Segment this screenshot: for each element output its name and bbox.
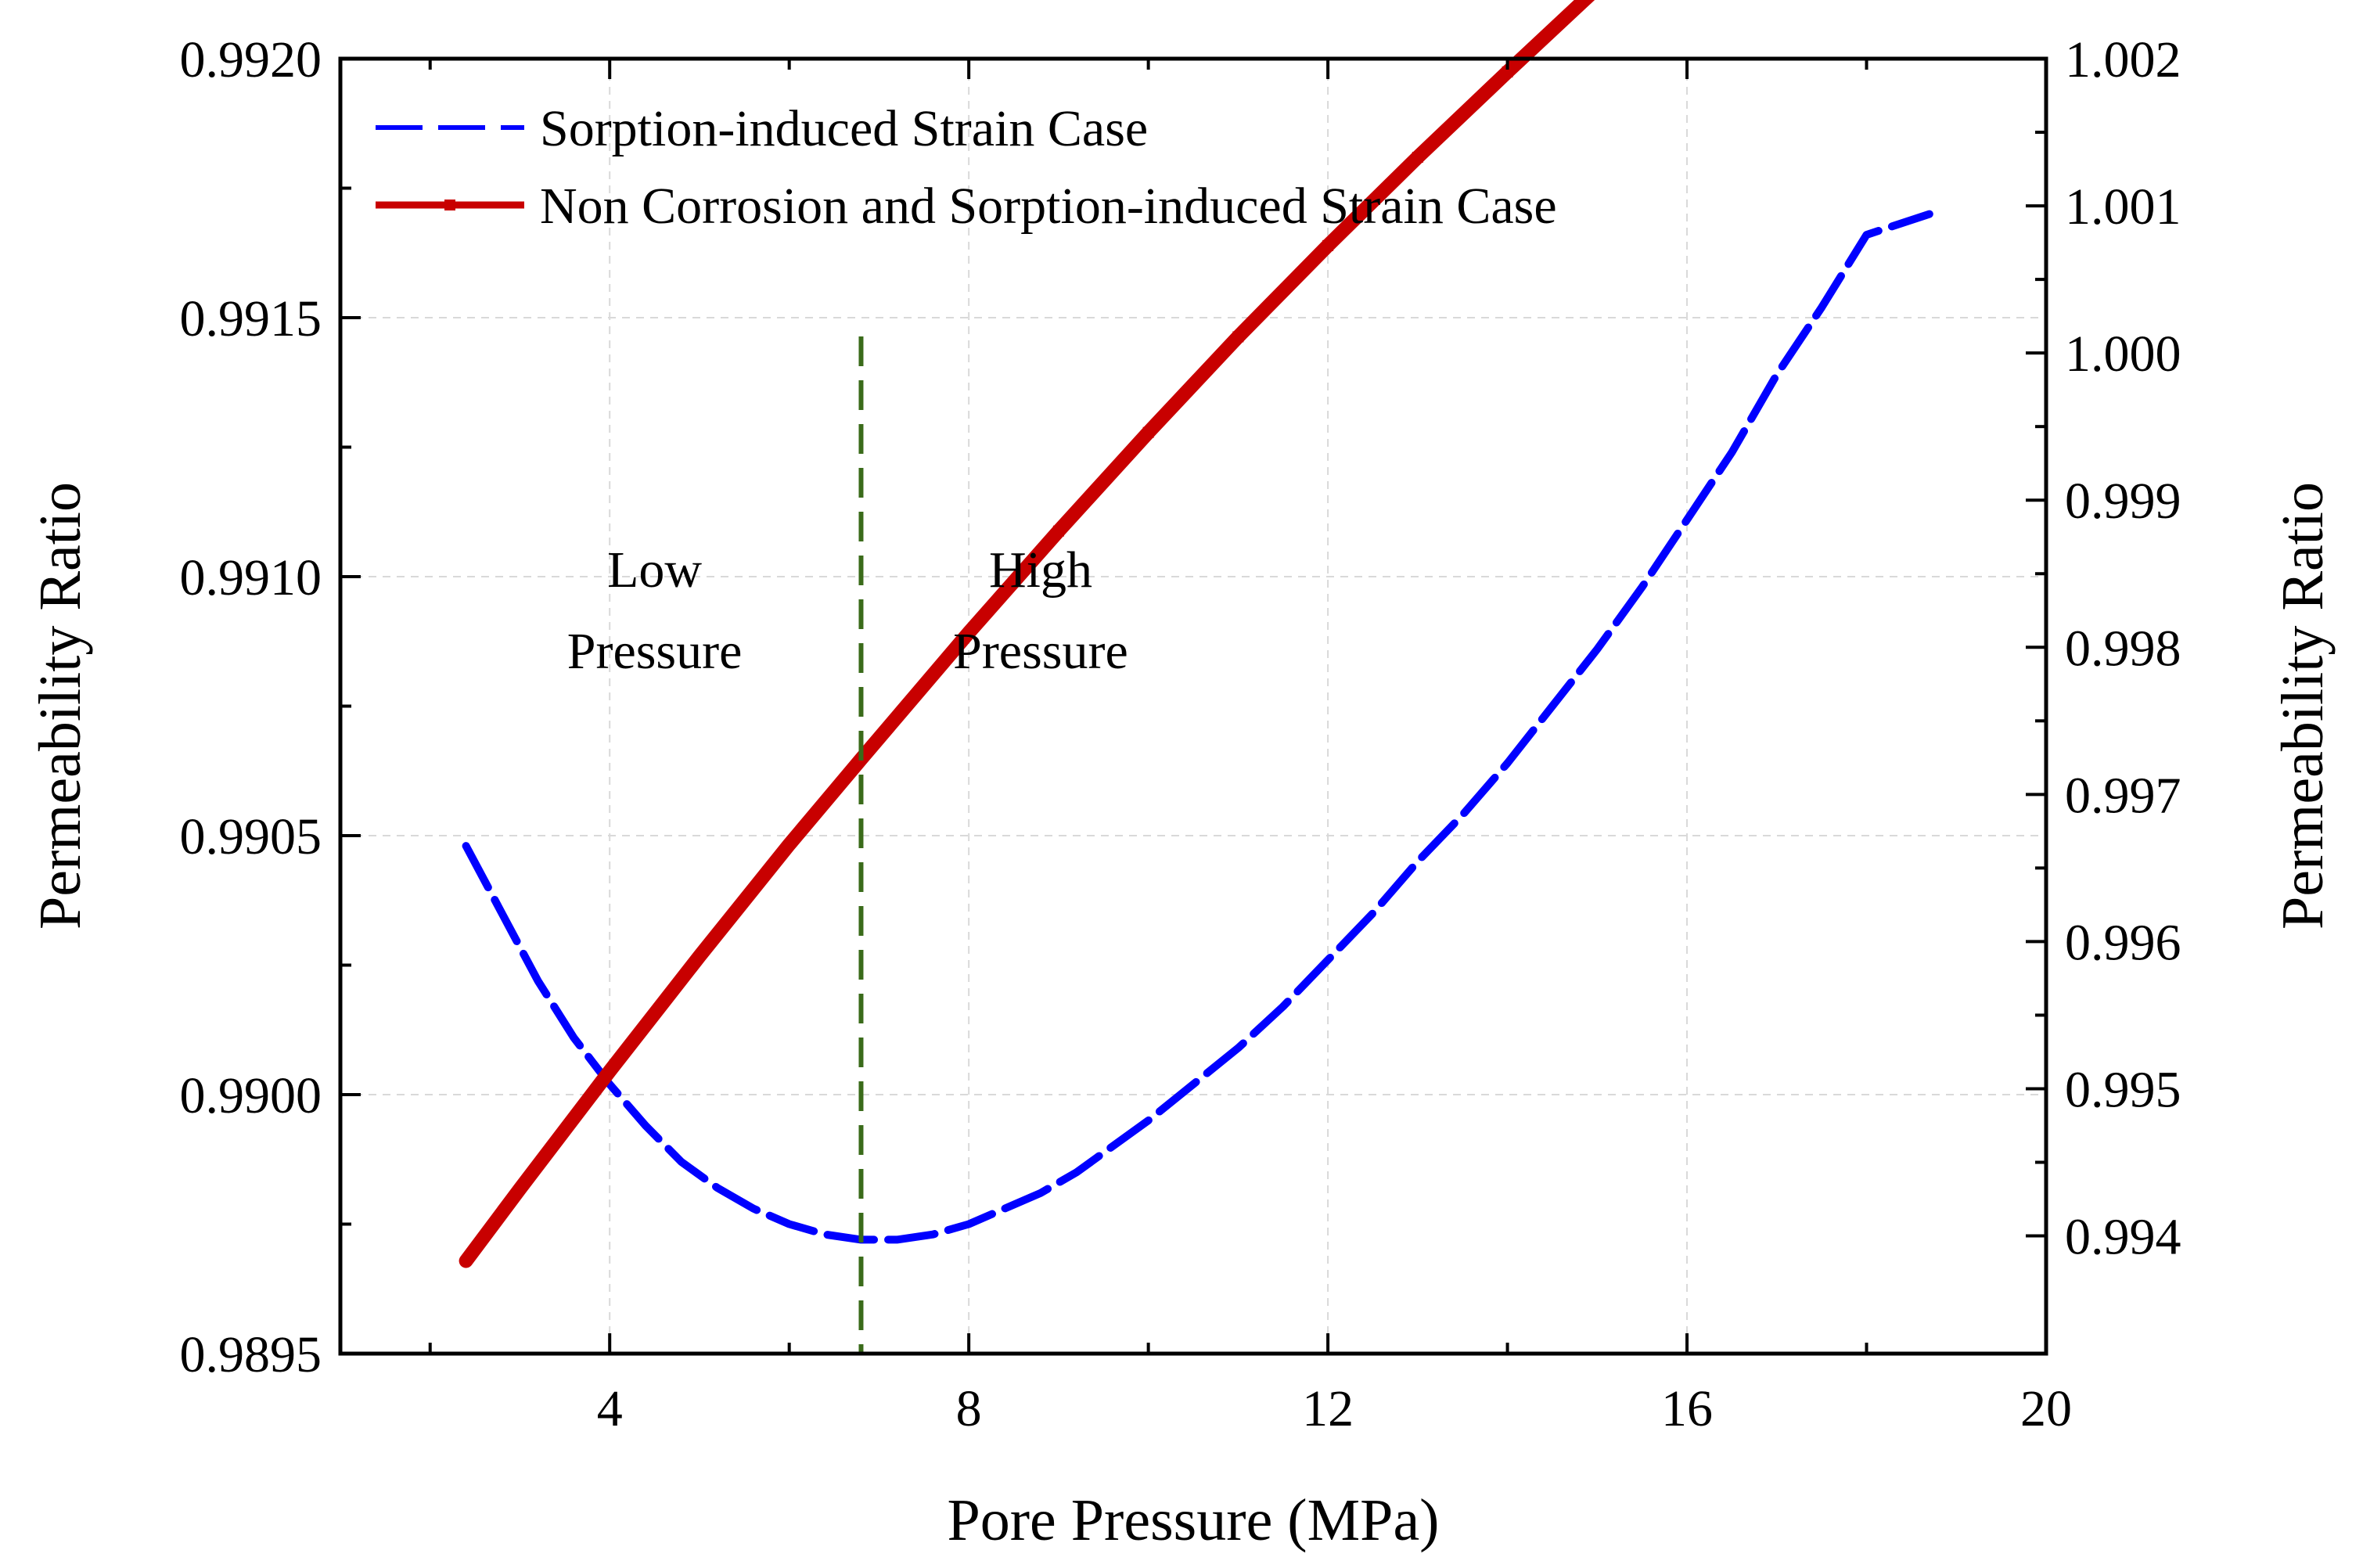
series-marker-non-corrosion <box>1322 239 1334 251</box>
series-marker-non-corrosion <box>1052 525 1064 537</box>
legend: Sorption-induced Strain Case Non Corrosi… <box>376 100 1557 235</box>
series-line-sorption <box>462 210 1933 1244</box>
legend-label-sorption: Sorption-induced Strain Case <box>540 100 1148 157</box>
annotation-line: Pressure <box>953 623 1128 680</box>
y-right-tick-label: 0.997 <box>2065 767 2181 824</box>
series-marker-non-corrosion <box>1412 152 1423 164</box>
y-right-tick-label: 1.002 <box>2065 31 2181 88</box>
legend-label-non-corrosion: Non Corrosion and Sorption-induced Strai… <box>540 178 1557 235</box>
x-tick-label: 8 <box>956 1380 982 1437</box>
series-marker-non-corrosion <box>1232 331 1244 343</box>
y-left-tick-label: 0.9910 <box>180 549 322 606</box>
y-right-tick-label: 1.001 <box>2065 178 2181 236</box>
y-right-tick-label: 0.996 <box>2065 914 2181 971</box>
x-tick-label: 4 <box>597 1380 623 1437</box>
annotation-line: Pressure <box>567 623 743 680</box>
x-axis-title: Pore Pressure (MPa) <box>947 1487 1439 1553</box>
y-right-tick-label: 0.995 <box>2065 1061 2181 1118</box>
x-tick-label: 16 <box>1661 1380 1713 1437</box>
y-axis-left-title: Permeability Ratio <box>27 482 93 930</box>
y-left-tick-label: 0.9915 <box>180 290 322 347</box>
annotation-low-pressure: Low Pressure <box>567 541 743 680</box>
series-marker-non-corrosion <box>1142 426 1154 438</box>
annotation-layer: Low Pressure High Pressure <box>567 541 1128 680</box>
series-marker-non-corrosion <box>1502 66 1513 77</box>
y-left-tick-label: 0.9895 <box>180 1326 322 1383</box>
x-tick-label: 12 <box>1302 1380 1354 1437</box>
y-right-tick-label: 1.000 <box>2065 325 2181 383</box>
legend-marker-non-corrosion <box>444 200 455 210</box>
grid-layer <box>340 59 2046 1354</box>
series-layer <box>459 0 1933 1268</box>
y-right-tick-label: 0.998 <box>2065 620 2181 677</box>
y-axis-right-title: Permeability Ratio <box>2270 482 2336 930</box>
ticks-layer: 4 8 12 16 20 0.9895 0.9900 0.9905 0.9910 0.9915 0.… <box>180 31 2181 1437</box>
y-left-tick-label: 0.9900 <box>180 1067 322 1124</box>
y-right-tick-label: 0.994 <box>2065 1209 2181 1266</box>
y-left-tick-label: 0.9920 <box>180 31 322 88</box>
annotation-line: High <box>989 541 1092 599</box>
y-right-tick-label: 0.999 <box>2065 473 2181 530</box>
x-tick-label: 20 <box>2020 1380 2072 1437</box>
y-left-tick-label: 0.9905 <box>180 808 322 865</box>
annotation-high-pressure: High Pressure <box>953 541 1128 680</box>
plot-frame <box>338 56 2048 1356</box>
annotation-line: Low <box>607 541 702 599</box>
